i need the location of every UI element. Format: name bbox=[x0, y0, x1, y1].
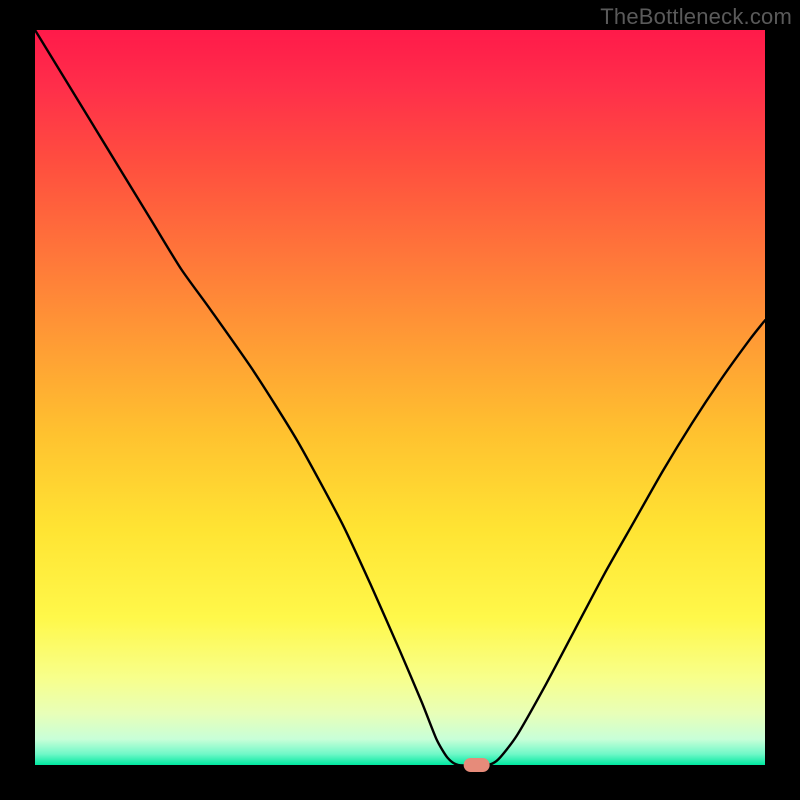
chart-container: TheBottleneck.com bbox=[0, 0, 800, 800]
bottleneck-chart bbox=[0, 0, 800, 800]
optimal-point-marker bbox=[464, 758, 490, 772]
watermark-text: TheBottleneck.com bbox=[600, 4, 792, 30]
plot-area bbox=[35, 30, 765, 765]
